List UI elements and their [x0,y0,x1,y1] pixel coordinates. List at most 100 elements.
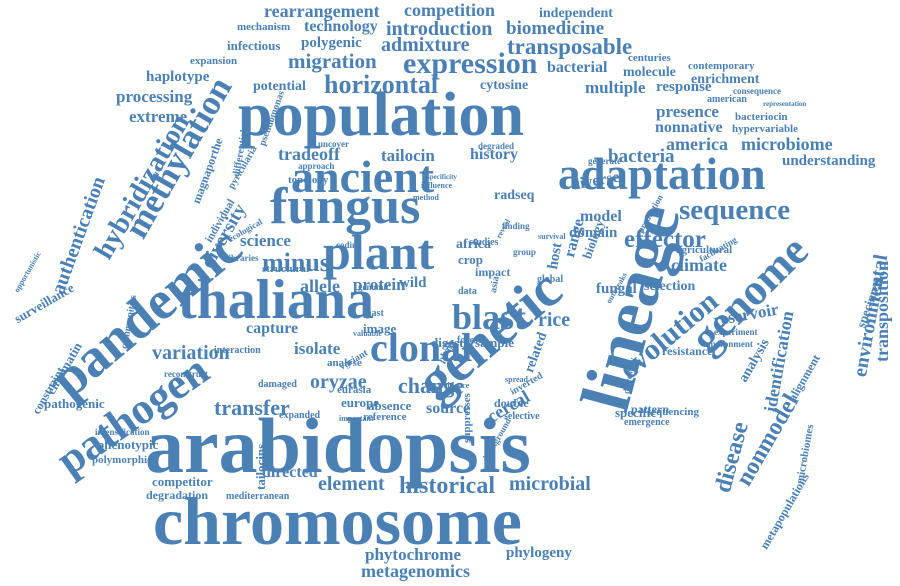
cloud-word: method [413,193,439,202]
cloud-word: extreme [129,107,188,126]
cloud-word: rice [538,309,571,331]
cloud-word: valuable [353,329,382,338]
cloud-word: topology [288,174,329,186]
cloud-word: environment [704,339,753,349]
cloud-word: american [707,94,747,105]
cloud-word: phenotypic [97,437,159,452]
cloud-word: europe [341,395,380,410]
cloud-word: selective [504,411,540,422]
cloud-word: effector [624,226,706,253]
cloud-word: isolate [294,339,341,358]
cloud-word: directed [262,464,318,481]
cloud-word: potential [253,79,306,94]
cloud-word: climate [671,255,727,275]
cloud-word: coding [336,240,362,250]
cloud-word: metapopulations [757,470,812,552]
cloud-word: minus [262,248,330,277]
cloud-word: specificity [427,173,457,181]
cloud-word: fungal [596,281,637,297]
cloud-word: sequence [679,194,791,226]
cloud-word: influence [421,181,453,190]
cloud-word: presence [656,102,719,121]
cloud-word: allele [300,276,340,296]
cloud-word: bacteria [608,146,675,167]
cloud-word: transposition [872,260,892,362]
cloud-word: infectious [227,38,281,53]
cloud-word: migration [288,49,377,73]
cloud-word: oryzae [310,371,367,393]
cloud-word: experiment [714,327,758,337]
cloud-word: global [537,274,564,285]
cloud-word: cytosine [480,78,529,93]
cloud-word: reconstruct [164,369,208,379]
cloud-word: structural [262,263,310,275]
cloud-word: agricultural [676,244,733,256]
cloud-word: domain [569,225,618,241]
cloud-word: degradation [146,488,209,502]
cloud-word: bacterial [547,59,608,76]
cloud-word: technology [304,18,378,35]
cloud-word: image [363,321,397,336]
cloud-word: pattern [631,402,669,416]
cloud-word: degraded [478,141,514,151]
cloud-word: survival [538,232,566,241]
cloud-word: reference [363,411,407,423]
cloud-word: phylogeny [506,545,572,561]
cloud-word: transposable [507,34,633,59]
cloud-word: nonnative [655,119,723,136]
cloud-word: libraries [226,253,259,263]
cloud-word: ancient [291,151,435,202]
cloud-word: generate [588,156,621,166]
cloud-word: sample [475,335,514,350]
cloud-word: understanding [782,153,876,169]
cloud-word: radseq [494,188,535,203]
cloud-word: group [513,247,536,257]
cloud-word: chromosome [153,483,522,559]
cloud-word: absence [368,398,412,413]
cloud-word: digest [431,335,464,350]
cloud-word: element [318,473,385,495]
cloud-word: multiple [585,78,646,97]
cloud-word: forest [457,335,482,346]
cloud-word: clonal [370,325,473,370]
cloud-word: response [656,79,712,95]
cloud-word: intensification [95,427,150,437]
cloud-word: sequencing [647,406,699,418]
cloud-word: genomic [358,282,390,292]
cloud-word: arabidopsis [145,402,531,489]
cloud-word: competition [404,0,495,20]
cloud-word: transfer [214,395,290,420]
cloud-word: variation [152,342,230,364]
cloud-word: change [398,373,464,398]
cloud-word: introduction [386,18,493,40]
cloud-word: centuries [628,52,671,64]
cloud-word: representation [763,100,807,108]
cloud-word: hypervariable [732,123,798,135]
cloud-word: damaged [258,379,297,390]
cloud-word: interaction [214,345,261,356]
cloud-word: variant [337,347,370,373]
cloud-word: bacteriocin [735,111,788,123]
cloud-word: capture [246,320,299,337]
cloud-word: finding [502,221,530,231]
cloud-word: impact [475,265,511,279]
cloud-word: historical [399,473,495,499]
cloud-word: expression [403,47,538,80]
cloud-word: consequence [733,86,781,96]
cloud-word: america [666,134,728,154]
cloud-word: approach [298,161,335,171]
cloud-word: haplotype [146,69,210,85]
cloud-word: processing [116,87,193,106]
cloud-word: spread [505,375,528,384]
cloud-word: evidence [440,381,470,390]
cloud-word: population [238,81,525,149]
cloud-word: thaliana [178,269,375,331]
cloud-word: polymorphic [92,454,152,466]
cloud-word: enrichment [691,72,760,87]
cloud-word: past [366,308,384,319]
cloud-word: metagenomics [361,561,470,581]
cloud-word: expansion [190,55,238,67]
cloud-word: plant [323,224,435,280]
cloud-word: biomedicine [506,18,605,39]
cloud-word: double [494,396,529,410]
